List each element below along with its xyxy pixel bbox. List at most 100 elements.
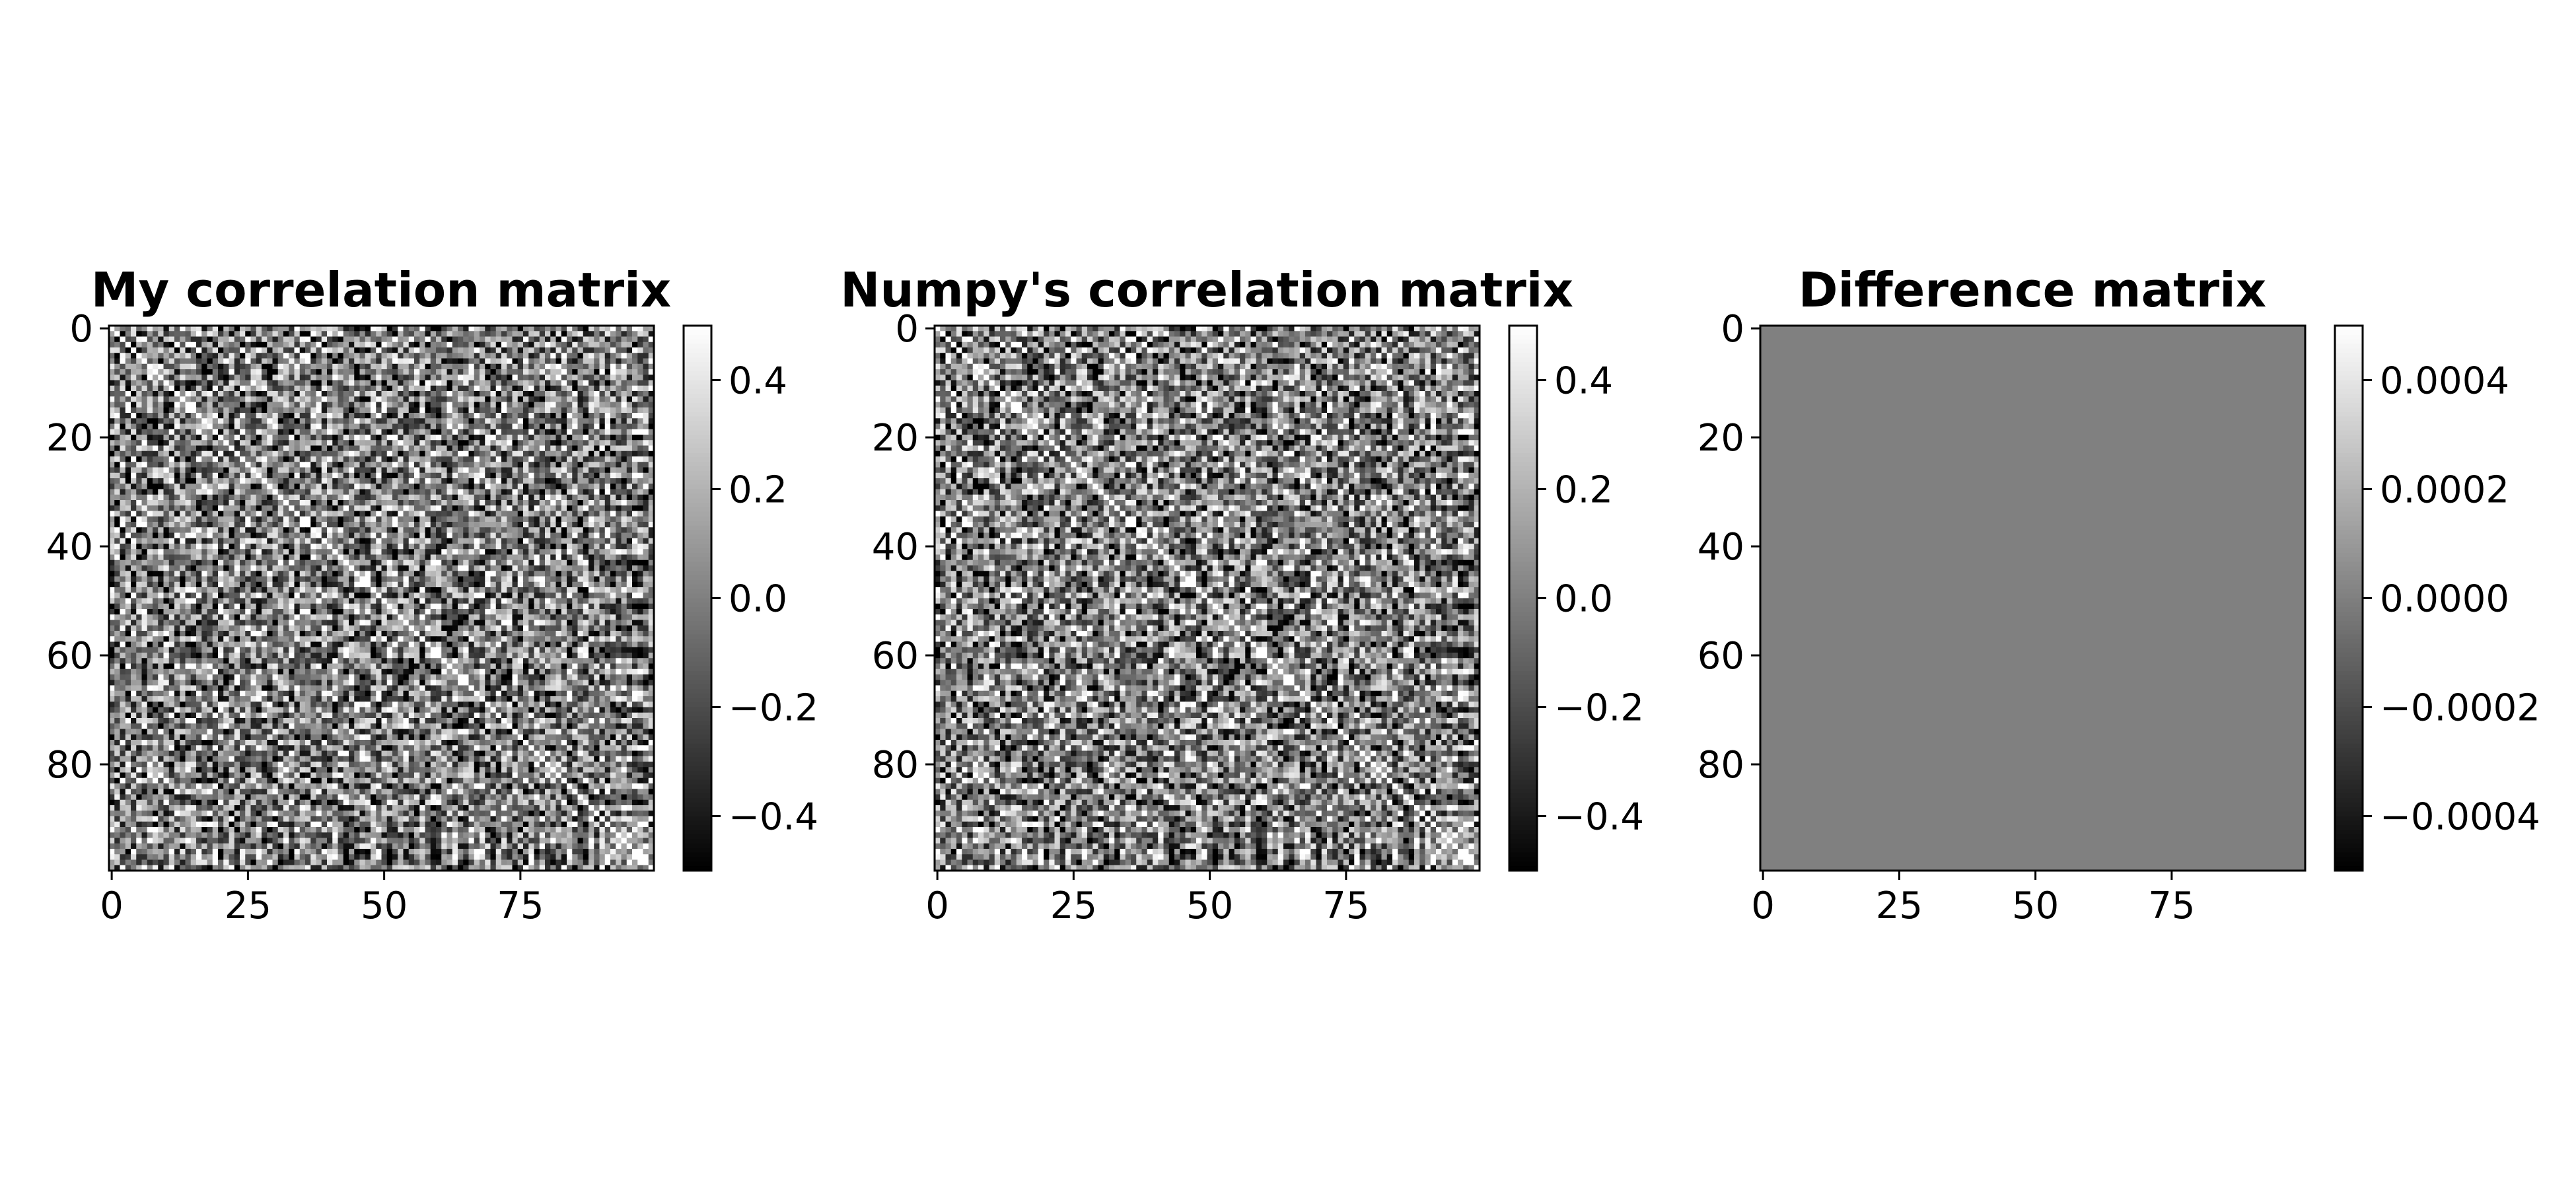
heatmap-cell xyxy=(561,571,567,577)
heatmap-cell xyxy=(637,336,644,343)
heatmap-cell xyxy=(555,385,562,392)
heatmap-cell xyxy=(495,380,502,386)
heatmap-cell xyxy=(430,505,437,512)
heatmap-cell xyxy=(316,538,322,544)
heatmap-cell xyxy=(158,331,164,338)
heatmap-cell xyxy=(277,576,284,583)
heatmap-cell xyxy=(359,445,366,452)
heatmap-cell xyxy=(583,326,589,332)
heatmap-cell xyxy=(392,565,398,571)
heatmap-cell xyxy=(561,462,567,468)
heatmap-cell xyxy=(147,336,153,343)
heatmap-cell xyxy=(136,472,143,479)
heatmap-cell xyxy=(577,593,584,599)
heatmap-cell xyxy=(283,593,289,599)
heatmap-cell xyxy=(648,413,655,419)
heatmap-cell xyxy=(359,380,366,386)
heatmap-cell xyxy=(599,489,606,495)
heatmap-cell xyxy=(632,423,638,430)
heatmap-cell xyxy=(425,522,431,528)
heatmap-cell xyxy=(283,522,289,528)
heatmap-cell xyxy=(305,544,311,550)
heatmap-cell xyxy=(305,511,311,517)
heatmap-cell xyxy=(321,576,328,583)
heatmap-cell xyxy=(277,429,284,435)
heatmap-cell xyxy=(354,358,361,365)
heatmap-cell xyxy=(310,472,317,479)
heatmap-cell xyxy=(376,423,382,430)
heatmap-cell xyxy=(398,472,404,479)
heatmap-cell xyxy=(545,429,551,435)
heatmap-cell xyxy=(234,494,240,501)
heatmap-cell xyxy=(212,511,219,517)
heatmap-cell xyxy=(354,450,361,457)
heatmap-cell xyxy=(599,462,606,468)
heatmap-cell xyxy=(512,375,519,381)
heatmap-cell xyxy=(490,347,497,353)
heatmap-cell xyxy=(190,544,197,550)
heatmap-cell xyxy=(180,500,186,506)
heatmap-cell xyxy=(468,407,475,414)
heatmap-cell xyxy=(229,489,235,495)
heatmap-cell xyxy=(131,423,137,430)
heatmap-cell xyxy=(403,587,410,593)
heatmap-cell xyxy=(447,450,453,457)
heatmap-cell xyxy=(141,484,148,490)
heatmap-cell xyxy=(495,467,502,474)
heatmap-cell xyxy=(430,516,437,522)
heatmap-cell xyxy=(109,527,115,534)
heatmap-cell xyxy=(158,347,164,353)
heatmap-cell xyxy=(643,358,649,365)
heatmap-cell xyxy=(583,484,589,490)
heatmap-cell xyxy=(376,375,382,381)
heatmap-cell xyxy=(338,391,344,397)
heatmap-cell xyxy=(283,450,289,457)
heatmap-cell xyxy=(262,516,268,522)
heatmap-cell xyxy=(517,484,524,490)
heatmap-cell xyxy=(114,440,121,447)
heatmap-cell xyxy=(343,538,349,544)
heatmap-cell xyxy=(463,494,470,501)
heatmap-cell xyxy=(386,462,393,468)
heatmap-cell xyxy=(349,489,355,495)
heatmap-cell xyxy=(316,467,322,474)
heatmap-cell xyxy=(528,413,535,419)
heatmap-cell xyxy=(419,587,426,593)
heatmap-cell xyxy=(201,544,208,550)
heatmap-cell xyxy=(196,527,202,534)
heatmap-cell xyxy=(310,484,317,490)
heatmap-cell xyxy=(632,587,638,593)
heatmap-cell xyxy=(207,413,213,419)
heatmap-cell xyxy=(174,413,180,419)
heatmap-cell xyxy=(185,472,192,479)
heatmap-cell xyxy=(604,549,611,556)
heatmap-cell xyxy=(168,407,175,414)
heatmap-cell xyxy=(250,445,257,452)
heatmap-cell xyxy=(621,358,627,365)
heatmap-cell xyxy=(234,516,240,522)
heatmap-cell xyxy=(430,363,437,370)
heatmap-cell xyxy=(572,581,579,588)
heatmap-cell xyxy=(408,402,415,408)
heatmap-cell xyxy=(517,358,524,365)
heatmap-cell xyxy=(485,571,491,577)
heatmap-cell xyxy=(648,505,655,512)
heatmap-cell xyxy=(180,369,186,375)
heatmap-cell xyxy=(185,331,192,338)
heatmap-cell xyxy=(452,440,458,447)
heatmap-cell xyxy=(528,500,535,506)
heatmap-cell xyxy=(534,375,540,381)
heatmap-cell xyxy=(386,559,393,566)
heatmap-cell xyxy=(507,353,513,359)
heatmap-cell xyxy=(381,500,388,506)
heatmap-cell xyxy=(131,522,137,528)
heatmap-cell xyxy=(463,484,470,490)
heatmap-cell xyxy=(589,435,594,441)
heatmap-cell xyxy=(414,402,420,408)
heatmap-cell xyxy=(430,380,437,386)
heatmap-cell xyxy=(392,375,398,381)
heatmap-cell xyxy=(441,538,448,544)
heatmap-cell xyxy=(218,358,224,365)
heatmap-cell xyxy=(452,484,458,490)
heatmap-cell xyxy=(305,593,311,599)
